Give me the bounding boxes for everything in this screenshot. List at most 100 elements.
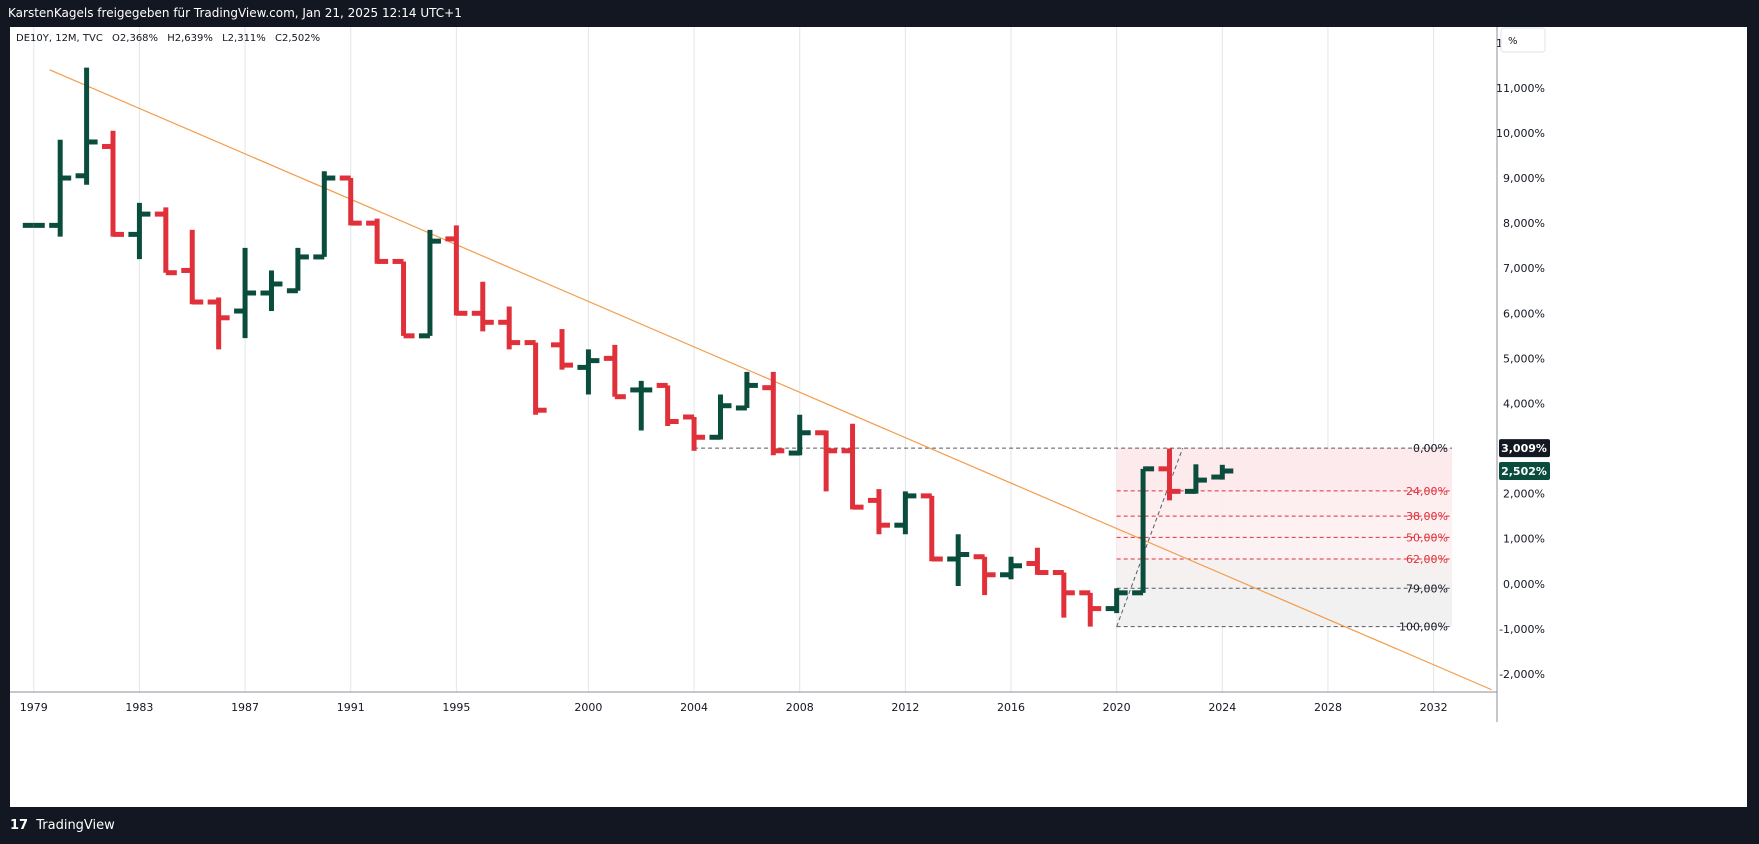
ohlc-bar: [603, 344, 626, 400]
symbol-label: DE10Y, 12M, TVC: [16, 33, 103, 44]
ohlc-bar: [286, 247, 309, 294]
fib-level-label: 79,00%: [1406, 582, 1448, 595]
y-tick-label: 0,000%: [1503, 578, 1545, 591]
ohlc-bar: [339, 175, 362, 226]
y-tick-label: 5,000%: [1503, 352, 1545, 365]
fib-level-label: 38,00%: [1406, 510, 1448, 523]
y-tick-label: 7,000%: [1503, 262, 1545, 275]
ohlc-bar: [709, 394, 732, 440]
price-badge-label: 2,502%: [1501, 465, 1547, 478]
ohlc-bar: [894, 491, 917, 535]
x-tick-label: 1995: [442, 701, 470, 714]
ohlc-bar: [1211, 464, 1234, 480]
x-tick-label: 2016: [997, 701, 1025, 714]
ohlc-bar: [867, 489, 890, 535]
price-badge: [1499, 439, 1550, 458]
ohlc-bar: [1158, 448, 1181, 501]
fib-zone: [1116, 559, 1452, 589]
share-text: KarstenKagels freigegeben für TradingVie…: [8, 6, 462, 20]
y-tick-label: 6,000%: [1503, 307, 1545, 320]
footer-brand[interactable]: TradingView: [36, 818, 115, 833]
scale-unit-box[interactable]: [1500, 27, 1546, 53]
ohlc-bar: [471, 281, 494, 332]
ohlc-bar: [1184, 464, 1207, 494]
x-tick-label: 1983: [125, 701, 153, 714]
x-tick-label: 2032: [1420, 701, 1448, 714]
fib-zone: [1116, 516, 1452, 538]
trendline[interactable]: [49, 69, 1492, 691]
scale-unit-label: %: [1508, 36, 1518, 47]
y-tick-label: 8,000%: [1503, 217, 1545, 230]
x-tick-label: 1979: [20, 701, 48, 714]
footer-bar: 17 TradingView: [0, 807, 1759, 844]
ohlc-bar: [128, 202, 151, 260]
ohlc-bar: [392, 258, 415, 339]
ohlc-bar: [630, 380, 653, 431]
ohlc-bar: [1000, 556, 1023, 580]
x-tick-label: 2020: [1103, 701, 1131, 714]
fibonacci-retracement[interactable]: 0,00% 24,00% 38,00% 50,00% 62,00% 79,00% 100,0…: [694, 442, 1452, 634]
ohlc-bar: [524, 340, 547, 415]
fib-zone: [1116, 448, 1452, 491]
ohlc-bar: [207, 297, 230, 350]
x-tick-label: 2028: [1314, 701, 1342, 714]
price-badge: [1499, 461, 1550, 480]
tradingview-logo-icon[interactable]: 17: [10, 818, 29, 833]
ohlc-bar: [154, 207, 177, 276]
fib-level-label: 50,00%: [1406, 531, 1448, 544]
ohlc-bar: [841, 423, 864, 510]
fib-level-label: 0,00%: [1413, 442, 1448, 455]
fib-diagonal[interactable]: [1116, 447, 1184, 627]
ohlc-bar: [683, 414, 706, 451]
fib-level-label: 100,00%: [1399, 621, 1448, 634]
y-tick-label: 2,000%: [1503, 488, 1545, 501]
trendline-line[interactable]: [49, 69, 1492, 691]
close-value: C2,502%: [275, 33, 320, 44]
ohlc-bar: [762, 371, 785, 456]
ohlc-bar: [1079, 590, 1102, 627]
y-tick-label: -2,000%: [1499, 668, 1545, 681]
fib-level-label: 62,00%: [1406, 553, 1448, 566]
low-value: L2,311%: [222, 33, 266, 44]
y-tick-label: 4,000%: [1503, 397, 1545, 410]
ohlc-bar: [1132, 466, 1155, 596]
ohlc-bar: [577, 349, 600, 395]
y-tick-label: 9,000%: [1503, 172, 1545, 185]
time-axis[interactable]: 1979 1983 1987 1991 1995 2000 2004 2008 2012 2016…: [20, 701, 1448, 714]
ohlc-bar: [788, 414, 811, 456]
high-value: H2,639%: [167, 33, 213, 44]
x-tick-label: 2012: [891, 701, 919, 714]
ohlc-bar: [920, 493, 943, 562]
fib-level-label: 24,00%: [1406, 485, 1448, 498]
ohlc-bar: [498, 306, 521, 350]
ohlc-bar: [181, 229, 204, 305]
ohlc-bar: [260, 270, 283, 312]
y-tick-label: 11,000%: [1496, 82, 1545, 95]
price-badge-label: 3,009%: [1501, 442, 1547, 455]
ohlc-bar: [234, 247, 257, 339]
ohlc-bar: [1026, 547, 1049, 576]
ohlc-bar: [815, 430, 838, 492]
x-tick-label: 2004: [680, 701, 708, 714]
x-tick-label: 1987: [231, 701, 259, 714]
y-tick-label: 1,000%: [1503, 533, 1545, 546]
x-tick-label: 2000: [574, 701, 602, 714]
ohlc-bar: [973, 554, 996, 596]
x-tick-label: 1991: [337, 701, 365, 714]
ohlc-bar: [445, 225, 468, 316]
ohlc-bar: [366, 218, 389, 264]
ohlc-bar: [313, 171, 336, 260]
x-tick-label: 2024: [1208, 701, 1236, 714]
ohlc-bar: [75, 67, 98, 185]
share-header: KarstenKagels freigegeben für TradingVie…: [0, 0, 1759, 27]
ohlc-bar: [735, 371, 758, 411]
ohlc-bars: [22, 67, 1234, 627]
ohlc-bar: [551, 329, 574, 370]
price-axis[interactable]: 12,000%11,000%10,000%9,000%8,000%7,000%6…: [1496, 37, 1545, 681]
ohlc-bar: [102, 130, 125, 237]
ohlc-bar: [656, 382, 679, 426]
price-badges: 3,009% 2,502%: [1499, 439, 1550, 480]
chart-frame[interactable]: 0,00% 24,00% 38,00% 50,00% 62,00% 79,00% 100,0…: [10, 27, 1747, 807]
chart-svg[interactable]: 0,00% 24,00% 38,00% 50,00% 62,00% 79,00% 100,0…: [10, 27, 1747, 807]
ohlc-bar: [947, 534, 970, 587]
